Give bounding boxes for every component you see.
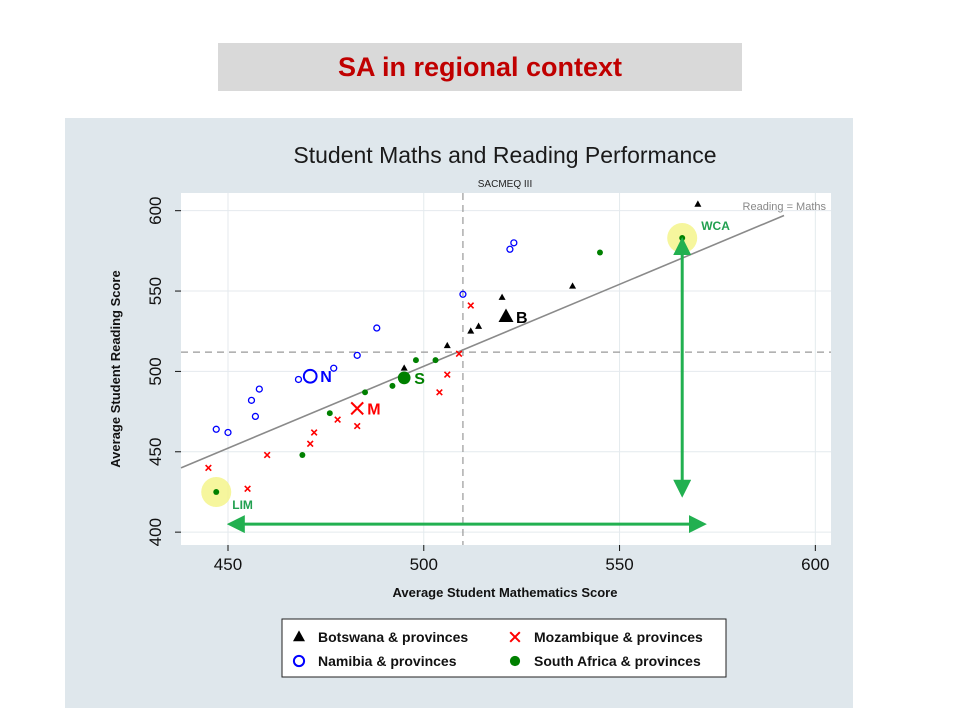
annotation-label: WCA <box>701 219 730 233</box>
data-point <box>244 485 251 493</box>
data-point <box>498 293 506 300</box>
data-point <box>443 341 451 349</box>
data-point <box>326 410 333 417</box>
legend-label: Botswana & provinces <box>318 629 468 645</box>
range-arrows <box>226 237 707 534</box>
data-point <box>212 425 220 433</box>
data-point <box>213 488 220 495</box>
data-point <box>467 302 475 309</box>
national-point <box>302 368 318 384</box>
legend-label: Namibia & provinces <box>318 653 457 669</box>
legend-marker <box>292 654 306 668</box>
chart-title: Student Maths and Reading Performance <box>293 142 716 168</box>
data-point <box>597 249 603 256</box>
data-point <box>510 239 518 247</box>
national-point <box>498 308 514 323</box>
data-points <box>205 200 702 495</box>
mean-lines <box>181 193 831 545</box>
annotations: WCA LIM <box>232 219 730 512</box>
data-point <box>310 429 318 436</box>
y-tick-label: 400 <box>146 518 165 546</box>
y-tick-label: 450 <box>146 438 165 466</box>
x-tick-label: 550 <box>605 555 633 574</box>
x-tick-label: 600 <box>801 555 829 574</box>
x-axis-title: Average Student Mathematics Score <box>393 585 618 600</box>
data-point <box>432 357 439 364</box>
national-point-label: S <box>414 371 425 388</box>
data-point <box>353 351 361 359</box>
data-point <box>436 388 443 396</box>
data-point <box>506 245 514 253</box>
legend-box <box>281 618 727 678</box>
data-point <box>475 322 483 329</box>
y-axis-title: Average Student Reading Score <box>108 270 123 467</box>
data-point <box>251 412 260 421</box>
data-point <box>412 357 419 364</box>
national-point-label: B <box>516 310 528 327</box>
slide-title: SA in regional context <box>218 43 742 91</box>
x-tick-labels: 450 500 550 600 <box>214 545 830 574</box>
data-point <box>443 371 451 378</box>
data-point <box>459 290 467 298</box>
y-tick-label: 600 <box>146 196 165 224</box>
legend-label: South Africa & provinces <box>534 653 701 669</box>
data-point <box>353 422 361 430</box>
data-point <box>224 428 232 437</box>
y-tick-label: 500 <box>146 357 165 385</box>
data-point <box>373 324 381 332</box>
national-points: B N M S <box>302 308 528 418</box>
data-point <box>334 416 341 423</box>
plot-area <box>181 193 831 545</box>
legend-marker <box>509 655 521 667</box>
data-point <box>467 327 475 334</box>
national-point <box>397 371 411 385</box>
data-point <box>400 364 408 371</box>
data-point <box>205 464 212 472</box>
data-point <box>569 282 577 289</box>
legend: Botswana & provinces Mozambique & provinc… <box>292 629 703 669</box>
chart-subtitle: SACMEQ III <box>478 179 532 190</box>
x-tick-label: 450 <box>214 555 242 574</box>
data-point <box>294 375 303 384</box>
data-point <box>679 235 686 241</box>
reference-line-label: Reading = Maths <box>743 201 827 213</box>
data-point <box>306 440 314 448</box>
data-point <box>255 385 263 393</box>
annotation-label: LIM <box>232 498 253 512</box>
data-point <box>694 200 702 207</box>
x-tick-label: 500 <box>410 555 438 574</box>
legend-label: Mozambique & provinces <box>534 629 703 645</box>
data-point <box>247 396 256 404</box>
data-point <box>330 364 338 372</box>
y-tick-labels: 400 450 500 550 600 <box>146 196 181 546</box>
national-point-label: M <box>367 401 380 418</box>
data-point <box>263 451 271 459</box>
legend-marker <box>293 630 305 642</box>
national-point-label: N <box>320 369 332 386</box>
y-tick-label: 550 <box>146 277 165 305</box>
national-point <box>350 401 364 416</box>
legend-marker <box>509 631 521 643</box>
data-point <box>455 350 463 358</box>
data-point <box>362 389 369 396</box>
data-point <box>299 452 306 458</box>
data-point <box>389 382 396 389</box>
